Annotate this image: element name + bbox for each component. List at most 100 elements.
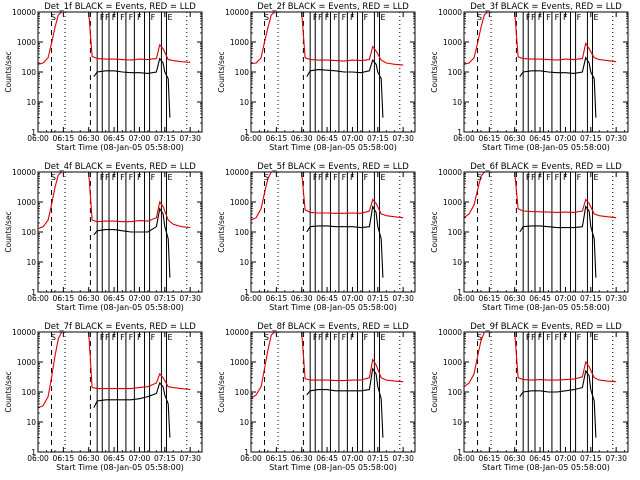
y-tick-label: 10000 (438, 328, 462, 337)
y-tick-label: 10000 (225, 328, 249, 337)
event-annotation: F (318, 333, 323, 342)
series-line-lld (37, 331, 191, 409)
y-tick-label: 100 (22, 388, 37, 397)
x-tick-label: 06:15 (53, 294, 75, 303)
y-tick-label: 10000 (225, 168, 249, 177)
x-tick-label: 07:15 (367, 454, 389, 463)
event-annotation: E (167, 333, 172, 342)
plot-frame (250, 171, 416, 293)
plot-frame (37, 331, 203, 453)
x-tick-label: 06:30 (78, 134, 100, 143)
x-tick-label: 07:15 (154, 134, 176, 143)
x-tick-label: 07:00 (555, 454, 577, 463)
series-line-events (519, 205, 597, 278)
y-tick-label: 100 (448, 68, 463, 77)
x-tick-label: 07:00 (342, 134, 364, 143)
event-annotation: F (364, 173, 369, 182)
y-tick-label: 1000 (443, 358, 462, 367)
x-tick-label: 06:00 (453, 454, 475, 463)
y-tick-label: 10000 (225, 8, 249, 17)
event-annotation: S (264, 173, 269, 182)
y-tick-label: 100 (235, 388, 250, 397)
x-axis-label: Start Time (08-Jan-05 05:58:00) (56, 143, 184, 152)
event-annotation: F (100, 13, 105, 22)
x-tick-label: 06:00 (240, 454, 262, 463)
x-tick-label: 06:15 (53, 454, 75, 463)
y-tick-label: 10000 (12, 168, 36, 177)
event-annotation: F (100, 333, 105, 342)
series-line-lld (463, 331, 617, 388)
y-tick-label: 1000 (230, 38, 249, 47)
x-tick-label: 06:30 (504, 294, 526, 303)
x-tick-label: 07:00 (555, 294, 577, 303)
event-annotation: F (105, 13, 110, 22)
y-tick-label: 10 (239, 418, 249, 427)
x-tick-label: 06:30 (504, 454, 526, 463)
event-annotation: F (350, 13, 355, 22)
series-line-events (93, 57, 171, 118)
series-line-lld (37, 171, 191, 230)
x-tick-label: 06:45 (103, 454, 125, 463)
y-tick-label: 1000 (230, 358, 249, 367)
event-annotation: F (313, 173, 318, 182)
y-tick-label: 1 (457, 128, 462, 137)
event-annotation: F (151, 333, 156, 342)
x-tick-label: 07:30 (605, 454, 627, 463)
event-annotation: F (100, 173, 105, 182)
series-line-events (306, 58, 384, 118)
x-tick-label: 06:00 (240, 294, 262, 303)
plot-frame (250, 11, 416, 133)
x-axis-label: Start Time (08-Jan-05 05:58:00) (56, 463, 184, 472)
x-tick-label: 06:15 (266, 134, 288, 143)
x-tick-label: 07:30 (179, 134, 201, 143)
event-annotation: F (555, 173, 560, 182)
x-tick-label: 06:15 (479, 294, 501, 303)
event-annotation: F (526, 13, 531, 22)
event-annotation: F (563, 173, 568, 182)
x-tick-label: 07:00 (342, 454, 364, 463)
y-tick-label: 1 (31, 448, 36, 457)
y-tick-label: 100 (22, 68, 37, 77)
y-tick-label: 10 (452, 98, 462, 107)
x-tick-label: 06:45 (529, 134, 551, 143)
series-line-events (93, 381, 171, 438)
x-tick-label: 06:45 (316, 454, 338, 463)
x-tick-label: 06:30 (78, 454, 100, 463)
y-axis-label: Counts/sec (4, 51, 13, 92)
x-tick-label: 07:00 (129, 454, 151, 463)
event-annotation: S (51, 13, 56, 22)
event-annotation: F (105, 173, 110, 182)
event-annotation: S (264, 333, 269, 342)
x-tick-label: 07:00 (342, 294, 364, 303)
x-tick-label: 06:30 (291, 294, 313, 303)
x-tick-label: 06:45 (103, 134, 125, 143)
plot-frame (37, 171, 203, 293)
event-annotation: F (577, 173, 582, 182)
panel-title: Det_8f BLACK = Events, RED = LLD (257, 322, 409, 332)
panel-title: Det_3f BLACK = Events, RED = LLD (470, 2, 622, 12)
y-tick-label: 100 (235, 228, 250, 237)
x-tick-label: 07:15 (154, 454, 176, 463)
x-tick-label: 07:15 (580, 454, 602, 463)
x-tick-label: 06:30 (78, 294, 100, 303)
x-tick-label: 07:30 (179, 294, 201, 303)
y-tick-label: 100 (22, 228, 37, 237)
y-tick-label: 10 (452, 418, 462, 427)
event-annotation: F (333, 13, 338, 22)
y-tick-label: 1 (457, 448, 462, 457)
event-annotation: F (333, 333, 338, 342)
event-annotation: F (538, 333, 543, 342)
event-annotation: F (342, 333, 347, 342)
x-tick-label: 07:15 (367, 294, 389, 303)
x-tick-label: 06:00 (27, 454, 49, 463)
x-axis-label: Start Time (08-Jan-05 05:58:00) (482, 303, 610, 312)
panel-title: Det_5f BLACK = Events, RED = LLD (257, 162, 409, 172)
event-annotation: S (477, 13, 482, 22)
x-tick-label: 07:00 (129, 294, 151, 303)
event-annotation: F (325, 173, 330, 182)
event-annotation: F (531, 173, 536, 182)
